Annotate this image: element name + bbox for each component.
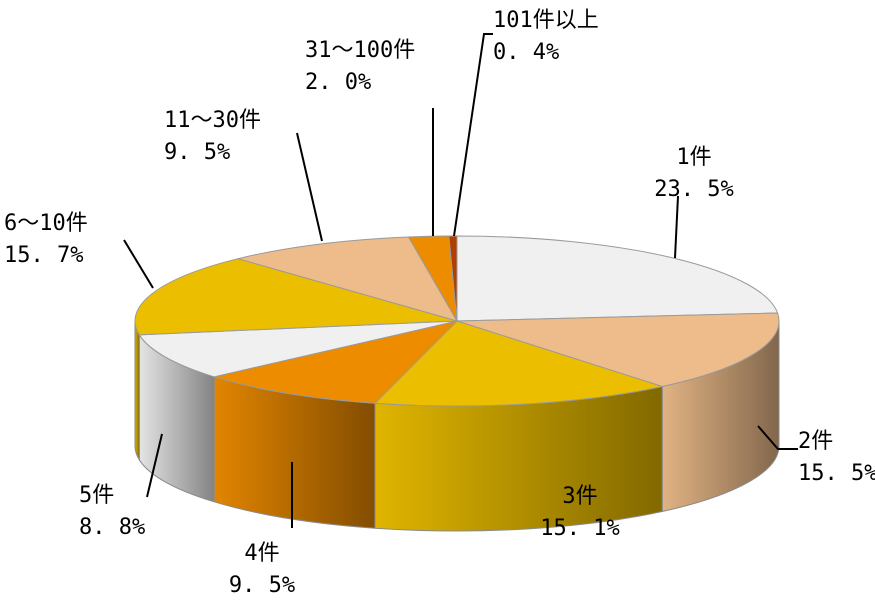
pie-side-3 — [374, 385, 663, 532]
slice-value-9: 0. 4% — [493, 40, 559, 65]
slice-label-3: 3件 — [562, 484, 597, 509]
slice-value-6: 15. 7% — [4, 243, 83, 268]
slice-label-1: 1件 — [676, 145, 711, 170]
pie-side-6 — [134, 320, 140, 462]
leader-line-9 — [453, 33, 493, 237]
label-leader-lines — [123, 33, 798, 528]
slice-value-8: 2. 0% — [305, 70, 371, 95]
leader-line-5 — [146, 433, 163, 498]
pie-slice-1 — [456, 235, 779, 322]
slice-label-2: 2件 — [798, 429, 833, 454]
pie-slice-4 — [212, 320, 459, 404]
pie-sides — [134, 320, 780, 532]
pie-slice-9 — [448, 235, 458, 322]
pie-slice-3 — [373, 320, 665, 407]
slice-value-1: 23. 5% — [654, 177, 733, 202]
slice-value-7: 9. 5% — [164, 140, 230, 165]
slice-labels: 1件 23. 5% 2件 15. 5% 3件 15. 1% 4件 9. 5% 5件 8. 8% 6～… — [4, 8, 875, 598]
slice-label-5: 5件 — [79, 483, 114, 508]
slice-label-7: 11～30件 — [164, 108, 261, 133]
pie-slice-5 — [138, 320, 458, 378]
leader-line-6 — [123, 239, 154, 289]
slice-label-8: 31～100件 — [305, 38, 415, 63]
pie-slice-6 — [134, 258, 458, 336]
pie-slice-7 — [236, 236, 459, 322]
slice-label-6: 6～10件 — [4, 211, 88, 236]
leader-line-1 — [674, 195, 679, 259]
slice-value-5: 8. 8% — [79, 515, 145, 540]
slice-value-2: 15. 5% — [798, 461, 875, 486]
pie-top-faces — [134, 235, 780, 407]
slice-label-4: 4件 — [244, 541, 279, 566]
slice-value-3: 15. 1% — [540, 516, 619, 541]
leader-line-7 — [296, 132, 323, 242]
pie-slice-2 — [456, 312, 780, 388]
leader-line-2 — [757, 425, 798, 450]
slice-label-9: 101件以上 — [493, 8, 599, 33]
slice-value-4: 9. 5% — [229, 573, 295, 598]
